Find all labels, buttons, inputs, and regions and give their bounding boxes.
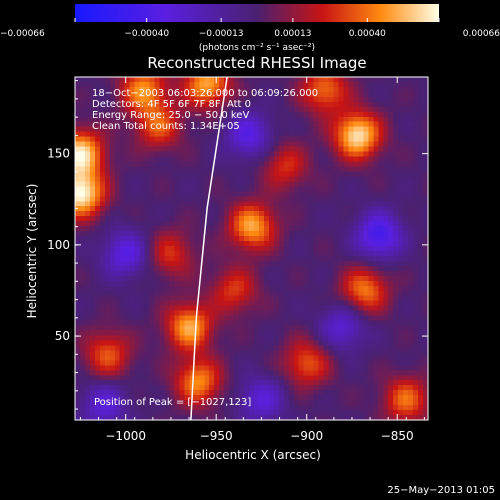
y-tick-label: 100 <box>47 238 70 252</box>
heatmap-image <box>75 77 428 420</box>
x-tick-label: −950 <box>200 429 233 443</box>
info-line-detectors: Detectors: 4F 5F 6F 7F 8F, Att 0 <box>92 99 251 110</box>
x-tick-label: −1000 <box>105 429 146 443</box>
info-line-counts: Clean Total counts: 1.34E+05 <box>92 121 240 132</box>
plot-area: −1000 −950 −900 −850 50 100 150 18−Oct−2003 0… <box>47 76 429 443</box>
x-tick-label: −850 <box>381 429 414 443</box>
y-tick-label: 150 <box>47 147 70 161</box>
colorbar-gradient <box>75 4 439 22</box>
info-line-energy: Energy Range: 25.0 − 50.0 keV <box>92 110 249 121</box>
colorbar-tick-label: −0.00013 <box>199 29 244 39</box>
y-axis-label: Heliocentric Y (arcsec) <box>25 184 39 319</box>
plot-frame <box>74 76 429 421</box>
footer-timestamp: 25−May−2013 01:05 <box>387 485 495 496</box>
x-axis-ticks: −1000 −950 −900 −850 <box>79 77 425 443</box>
x-axis-label: Heliocentric X (arcsec) <box>185 448 321 462</box>
colorbar-tick-label: −0.00066 <box>0 29 45 39</box>
colorbar-tick-label: 0.00040 <box>349 29 386 39</box>
colorbar-tick-label: −0.00040 <box>124 29 169 39</box>
y-tick-label: 50 <box>55 329 70 343</box>
info-block: 18−Oct−2003 06:03:26.000 to 06:09:26.000… <box>92 88 318 132</box>
colorbar-tick-label: 0.00013 <box>274 29 311 39</box>
y-axis-ticks: 50 100 150 <box>47 80 428 410</box>
colorbar-tick-label: 0.00066 <box>463 29 500 39</box>
solar-limb-line <box>190 77 228 420</box>
colorbar-ticks: −0.00066 −0.00040 −0.00013 0.00013 0.00040 0.… <box>0 18 500 39</box>
x-tick-label: −900 <box>290 429 323 443</box>
info-line-time: 18−Oct−2003 06:03:26.000 to 06:09:26.000 <box>92 88 318 99</box>
peak-position-label: Position of Peak = [−1027,123] <box>94 397 251 408</box>
colorbar-units: (photons cm⁻² s⁻¹ asec⁻²) <box>199 43 315 53</box>
colorbar: −0.00066 −0.00040 −0.00013 0.00013 0.00040 0.… <box>0 4 500 53</box>
chart-title: Reconstructed RHESSI Image <box>147 54 366 72</box>
